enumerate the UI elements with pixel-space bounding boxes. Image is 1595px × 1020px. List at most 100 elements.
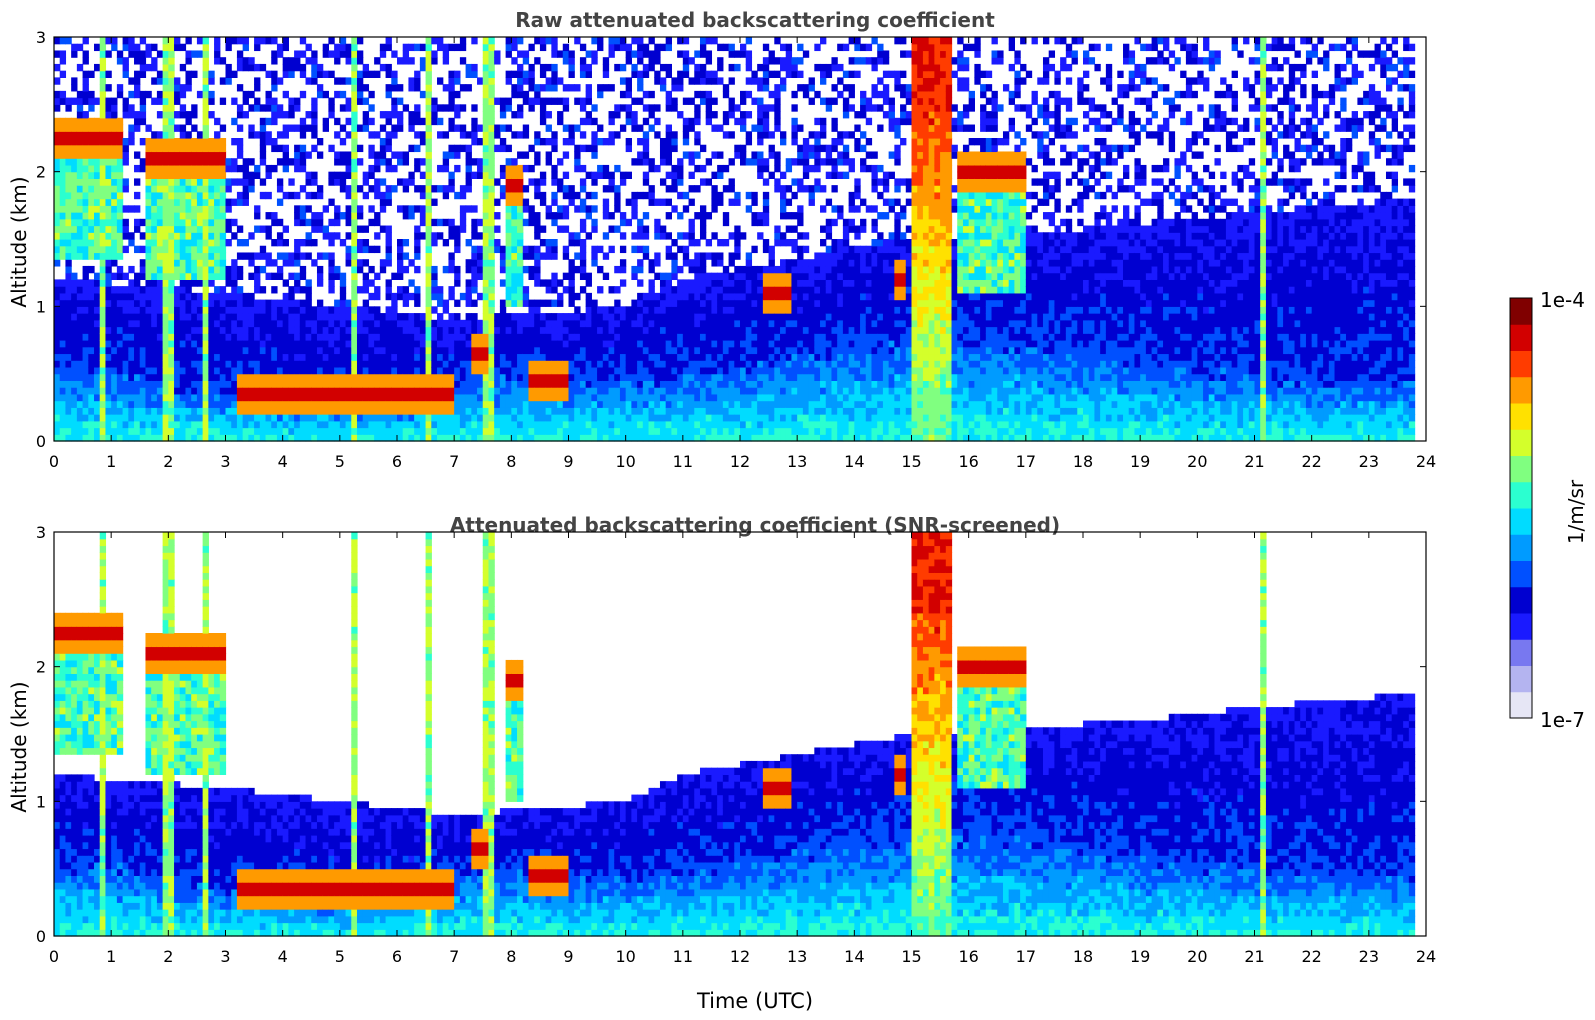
heatmap-cell bbox=[294, 326, 301, 334]
heatmap-cell bbox=[179, 90, 187, 99]
heatmap-cell bbox=[717, 387, 724, 395]
heatmap-cell bbox=[265, 326, 272, 334]
heatmap-cell bbox=[677, 346, 684, 355]
heatmap-cell bbox=[442, 104, 450, 112]
heatmap-cell bbox=[191, 427, 198, 435]
heatmap-cell bbox=[677, 171, 684, 179]
heatmap-cell bbox=[356, 37, 364, 45]
heatmap-cell bbox=[534, 225, 541, 233]
heatmap-cell bbox=[431, 380, 438, 388]
heatmap-cell bbox=[431, 346, 438, 355]
heatmap-cell bbox=[219, 57, 227, 65]
heatmap-cell bbox=[219, 158, 227, 166]
heatmap-cell bbox=[539, 225, 547, 233]
heatmap-cell bbox=[328, 400, 335, 408]
heatmap-cell bbox=[517, 373, 524, 381]
heatmap-cell bbox=[328, 198, 335, 206]
heatmap-cell bbox=[631, 326, 638, 334]
heatmap-cell bbox=[665, 340, 672, 348]
heatmap-cell bbox=[528, 414, 535, 422]
heatmap-cell bbox=[608, 340, 615, 348]
heatmap-cell bbox=[328, 232, 335, 240]
heatmap-cell bbox=[671, 319, 678, 328]
heatmap-cell bbox=[459, 360, 467, 368]
heatmap-cell bbox=[145, 158, 152, 166]
heatmap-cell bbox=[425, 70, 432, 78]
heatmap-cell bbox=[162, 205, 169, 213]
heatmap-cell bbox=[642, 151, 650, 159]
heatmap-cell bbox=[591, 138, 598, 146]
heatmap-cell bbox=[208, 400, 215, 408]
heatmap-cell bbox=[591, 131, 598, 139]
heatmap-cell bbox=[699, 212, 707, 220]
heatmap-cell bbox=[374, 319, 381, 328]
heatmap-cell bbox=[59, 420, 67, 429]
heatmap-cell bbox=[488, 232, 495, 240]
heatmap-cell bbox=[482, 407, 490, 415]
heatmap-cell bbox=[402, 333, 410, 341]
heatmap-cell bbox=[694, 185, 701, 193]
heatmap-cell bbox=[208, 407, 215, 415]
heatmap-cell bbox=[99, 50, 107, 58]
heatmap-cell bbox=[236, 299, 244, 307]
heatmap-cell bbox=[517, 191, 524, 200]
heatmap-cell bbox=[402, 373, 410, 381]
heatmap-cell bbox=[711, 340, 718, 348]
heatmap-cell bbox=[65, 414, 72, 422]
heatmap-cell bbox=[694, 279, 701, 287]
heatmap-cell bbox=[585, 232, 592, 240]
heatmap-cell bbox=[202, 144, 209, 153]
heatmap-cell bbox=[82, 245, 89, 254]
heatmap-cell bbox=[419, 360, 427, 368]
heatmap-cell bbox=[562, 340, 570, 348]
heatmap-cell bbox=[419, 427, 427, 435]
heatmap-cell bbox=[511, 171, 518, 179]
heatmap-cell bbox=[448, 185, 455, 193]
heatmap-cell bbox=[88, 171, 95, 179]
heatmap-cell bbox=[517, 279, 524, 287]
heatmap-cell bbox=[631, 313, 638, 321]
heatmap-cell bbox=[705, 279, 713, 287]
heatmap-cell bbox=[505, 50, 512, 58]
heatmap-cell bbox=[602, 420, 610, 429]
heatmap-cell bbox=[585, 90, 592, 99]
heatmap-cell bbox=[574, 265, 581, 274]
heatmap-cell bbox=[648, 50, 655, 58]
heatmap-cell bbox=[111, 259, 118, 267]
heatmap-cell bbox=[225, 380, 232, 388]
heatmap-cell bbox=[579, 265, 587, 274]
heatmap-cell bbox=[351, 333, 358, 341]
heatmap-cell bbox=[562, 393, 570, 402]
heatmap-cell bbox=[568, 138, 575, 146]
heatmap-cell bbox=[151, 158, 158, 166]
heatmap-cell bbox=[631, 198, 638, 206]
heatmap-cell bbox=[597, 124, 604, 132]
heatmap-cell bbox=[637, 218, 644, 227]
heatmap-cell bbox=[545, 158, 552, 166]
heatmap-cell bbox=[168, 191, 175, 200]
heatmap-cell bbox=[219, 205, 227, 213]
heatmap-cell bbox=[265, 171, 272, 179]
heatmap-cell bbox=[425, 77, 432, 85]
heatmap-cell bbox=[339, 286, 347, 294]
heatmap-cell bbox=[322, 353, 329, 361]
heatmap-cell bbox=[328, 427, 335, 435]
heatmap-cell bbox=[65, 97, 72, 105]
heatmap-cell bbox=[351, 225, 358, 233]
heatmap-cell bbox=[174, 299, 181, 307]
heatmap-cell bbox=[356, 259, 364, 267]
heatmap-cell bbox=[414, 225, 421, 233]
heatmap-cell bbox=[654, 434, 661, 442]
heatmap-cell bbox=[71, 346, 78, 355]
heatmap-cell bbox=[471, 131, 478, 139]
heatmap-cell bbox=[431, 232, 438, 240]
heatmap-cell bbox=[356, 313, 364, 321]
heatmap-cell bbox=[76, 191, 84, 200]
heatmap-cell bbox=[414, 265, 421, 274]
heatmap-cell bbox=[88, 252, 95, 260]
heatmap-cell bbox=[145, 265, 152, 274]
heatmap-cell bbox=[345, 131, 352, 139]
heatmap-cell bbox=[419, 346, 427, 355]
heatmap-cell bbox=[591, 117, 598, 126]
heatmap-cell bbox=[397, 360, 404, 368]
